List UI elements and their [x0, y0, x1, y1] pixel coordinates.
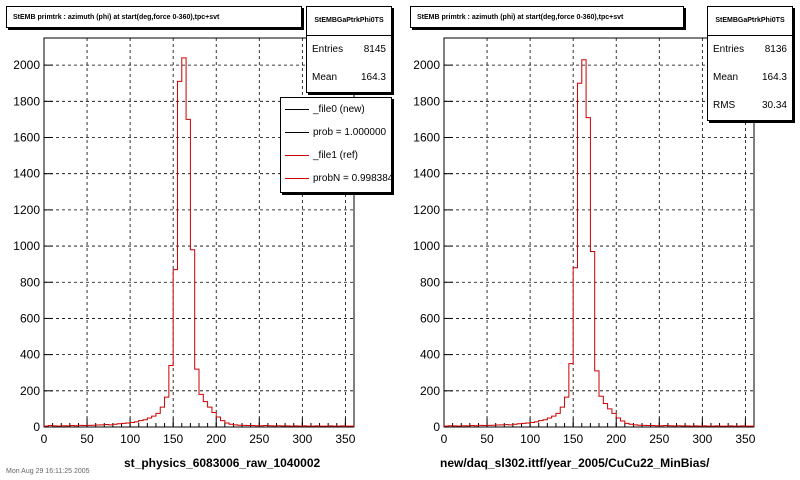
left-x-tick-label: 0: [41, 432, 48, 446]
legend-text-file1: _file1 (ref): [313, 150, 359, 161]
right-y-tick-label: 200: [420, 384, 440, 398]
legend-text-prob: prob = 1.000000: [313, 127, 387, 138]
right-stats-entries-row: Entries 8136: [708, 36, 792, 64]
legend-entry-file1: _file1 (ref): [281, 144, 391, 167]
right-y-tick-label: 800: [420, 275, 440, 289]
legend-line-file1: [285, 155, 309, 156]
right-y-tick-label: 1400: [413, 167, 440, 181]
legend-line-file0: [285, 109, 309, 110]
right-stats-name: StEMBGaPtrkPhi0TS: [708, 7, 792, 36]
left-x-axis-label: st_physics_6083006_raw_1040002: [124, 456, 321, 470]
right-x-axis-label: new/daq_sl302.ittf/year_2005/CuCu22_MinB…: [440, 456, 710, 470]
right-histogram-title: StEMB primtrk : azimuth (phi) at start(d…: [410, 6, 684, 28]
right-entries-value: 8136: [764, 44, 787, 55]
right-stats-mean-row: Mean 164.3: [708, 64, 792, 92]
left-y-tick-label: 1400: [13, 167, 40, 181]
left-x-tick-label: 350: [335, 432, 355, 446]
right-x-tick-label: 0: [441, 432, 448, 446]
right-y-tick-label: 400: [420, 348, 440, 362]
right-x-tick-label: 150: [563, 432, 583, 446]
left-x-tick-label: 100: [120, 432, 140, 446]
left-y-tick-label: 600: [20, 311, 40, 325]
left-y-tick-label: 0: [33, 420, 40, 434]
left-x-tick-label: 300: [292, 432, 312, 446]
right-rms-label: RMS: [713, 100, 736, 111]
left-mean-value: 164.3: [360, 72, 386, 83]
right-hist-outline: [443, 59, 755, 427]
right-x-tick-label: 300: [692, 432, 712, 446]
right-x-tick-label: 50: [480, 432, 494, 446]
left-y-tick-label: 1200: [13, 203, 40, 217]
right-mean-label: Mean: [713, 72, 739, 83]
right-y-tick-label: 600: [420, 311, 440, 325]
right-y-tick-label: 1600: [413, 131, 440, 145]
left-y-tick-label: 2000: [13, 58, 40, 72]
legend-line-probn: [285, 178, 309, 179]
right-y-tick-label: 1200: [413, 203, 440, 217]
right-x-tick-label: 350: [735, 432, 755, 446]
right-y-tick-label: 1000: [413, 239, 440, 253]
right-y-tick-label: 1800: [413, 94, 440, 108]
right-x-tick-label: 250: [649, 432, 669, 446]
legend-text-probn: probN = 0.998384: [313, 173, 392, 184]
footer-timestamp: Mon Aug 29 16:11:25 2005: [6, 468, 90, 475]
left-y-tick-label: 400: [20, 348, 40, 362]
left-y-tick-label: 1800: [13, 94, 40, 108]
legend-entry-probn: probN = 0.998384: [281, 167, 391, 190]
left-y-tick-label: 200: [20, 384, 40, 398]
left-x-tick-label: 150: [163, 432, 183, 446]
right-stats-rms-row: RMS 30.34: [708, 92, 792, 120]
left-stats-box: StEMBGaPtrkPhi0TS Entries 8145 Mean 164.…: [306, 6, 392, 93]
legend-entry-file0: _file0 (new): [281, 98, 391, 121]
left-x-tick-label: 250: [249, 432, 269, 446]
left-stats-mean-row: Mean 164.3: [307, 64, 391, 92]
left-stats-name: StEMBGaPtrkPhi0TS: [307, 7, 391, 36]
legend-box: _file0 (new) prob = 1.000000 _file1 (ref…: [280, 97, 392, 193]
left-y-tick-label: 1600: [13, 131, 40, 145]
legend-entry-prob: prob = 1.000000: [281, 121, 391, 144]
left-y-tick-label: 800: [20, 275, 40, 289]
left-x-tick-label: 50: [80, 432, 94, 446]
right-mean-value: 164.3: [761, 72, 787, 83]
left-y-tick-label: 1000: [13, 239, 40, 253]
left-entries-value: 8145: [363, 44, 386, 55]
right-stats-box: StEMBGaPtrkPhi0TS Entries 8136 Mean 164.…: [707, 6, 793, 121]
legend-text-file0: _file0 (new): [313, 104, 365, 115]
right-rms-value: 30.34: [761, 100, 787, 111]
left-x-tick-label: 200: [206, 432, 226, 446]
left-entries-label: Entries: [312, 44, 344, 55]
right-histogram-panel: 0 50 100 150 200 250 300 350 0 200 400 600 800 1000 12…: [400, 0, 800, 480]
right-y-tick-label: 2000: [413, 58, 440, 72]
right-y-tick-label: 0: [433, 420, 440, 434]
right-entries-label: Entries: [713, 44, 745, 55]
left-histogram-panel: 0 50 100 150 200 250 300 350 0 200 400 600 800 1000 12…: [6, 6, 392, 470]
right-histogram-plot: 0 50 100 150 200 250 300 350 0 200 400 600 800 1000 12…: [413, 37, 756, 446]
left-mean-label: Mean: [312, 72, 338, 83]
left-hist-outline: [43, 57, 355, 427]
right-x-tick-label: 100: [520, 432, 540, 446]
legend-line-prob: [285, 132, 309, 133]
left-stats-entries-row: Entries 8145: [307, 36, 391, 64]
right-x-tick-label: 200: [606, 432, 626, 446]
left-histogram-title: StEMB primtrk : azimuth (phi) at start(d…: [6, 6, 302, 28]
